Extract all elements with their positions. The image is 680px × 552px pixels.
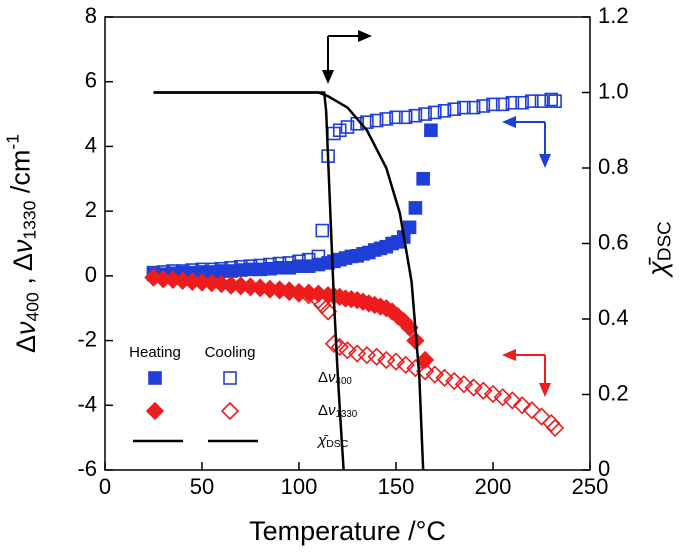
square-marker bbox=[340, 120, 355, 134]
square-marker bbox=[263, 257, 277, 272]
square-marker bbox=[548, 94, 562, 108]
y-tick-label: -4 bbox=[77, 391, 97, 416]
y-tick-label: 2 bbox=[85, 197, 97, 222]
x-tick-label: 50 bbox=[190, 474, 214, 499]
diamond-marker bbox=[512, 396, 532, 415]
x-axis-label: Temperature /°C bbox=[249, 516, 446, 546]
square-marker bbox=[447, 102, 462, 117]
square-marker bbox=[224, 260, 238, 275]
square-marker bbox=[524, 94, 539, 108]
square-marker bbox=[301, 252, 316, 267]
diamond-marker bbox=[386, 352, 406, 371]
square-marker bbox=[243, 259, 258, 273]
y-tick-label: -2 bbox=[77, 326, 97, 351]
x-tick-label: 250 bbox=[572, 474, 609, 499]
square-marker bbox=[457, 100, 471, 115]
square-marker bbox=[534, 94, 549, 108]
diamond-marker bbox=[474, 381, 493, 400]
diamond-marker bbox=[503, 391, 522, 410]
square-marker bbox=[515, 95, 529, 110]
diamond-marker bbox=[396, 355, 415, 374]
square-marker bbox=[408, 108, 423, 123]
square-marker bbox=[486, 97, 500, 112]
square-marker bbox=[148, 371, 162, 385]
square-marker bbox=[424, 123, 438, 138]
square-marker bbox=[369, 113, 384, 128]
square-marker bbox=[402, 220, 417, 235]
diamond-marker bbox=[338, 341, 357, 360]
y2-tick-label: 0.6 bbox=[598, 229, 629, 254]
y-tick-label: 0 bbox=[85, 262, 97, 287]
diamond-marker bbox=[367, 347, 386, 366]
dsc-line bbox=[153, 91, 345, 471]
y-tick-label: 4 bbox=[85, 132, 97, 157]
y2-tick-label: 0 bbox=[598, 456, 610, 481]
square-marker bbox=[332, 123, 347, 138]
annotation-arrows bbox=[322, 30, 551, 397]
square-marker bbox=[416, 171, 430, 186]
y2-tick-label: 1.0 bbox=[598, 78, 629, 103]
square-marker bbox=[476, 99, 491, 113]
square-marker bbox=[315, 223, 330, 238]
square-marker bbox=[505, 95, 520, 110]
square-marker bbox=[272, 256, 287, 271]
diamond-marker bbox=[299, 286, 318, 305]
diamond-marker bbox=[145, 401, 165, 421]
square-marker bbox=[466, 100, 481, 115]
x-tick-label: 150 bbox=[378, 474, 415, 499]
diamond-marker bbox=[425, 365, 444, 384]
square-marker bbox=[379, 112, 394, 126]
square-marker bbox=[389, 110, 403, 125]
legend-label: χ̄DSC​ bbox=[316, 432, 349, 450]
square-marker bbox=[234, 259, 248, 274]
square-marker bbox=[282, 256, 297, 270]
y2-axis-label: χ̄DSC​ bbox=[643, 221, 676, 278]
diamond-marker bbox=[532, 407, 551, 426]
square-marker bbox=[292, 254, 306, 269]
diamond-marker bbox=[415, 350, 435, 370]
square-marker bbox=[311, 249, 326, 264]
legend-label: Δν400​ bbox=[318, 369, 352, 387]
diamond-marker bbox=[220, 401, 240, 421]
square-marker bbox=[437, 104, 452, 118]
y2-tick-label: 1.2 bbox=[598, 3, 629, 28]
square-marker bbox=[408, 201, 423, 215]
square-marker bbox=[214, 261, 229, 276]
square-marker bbox=[398, 110, 413, 125]
y-tick-label: 6 bbox=[85, 68, 97, 93]
y-axis-label: Δν400​ , Δν1330​ /cm-1​ bbox=[2, 134, 42, 353]
x-tick-label: 0 bbox=[99, 474, 111, 499]
legend-header: Heating bbox=[129, 344, 181, 361]
y-tick-label: 8 bbox=[85, 3, 97, 28]
diamond-marker bbox=[445, 371, 464, 391]
square-marker bbox=[544, 92, 559, 107]
diamond-marker bbox=[324, 334, 344, 353]
square-marker bbox=[253, 258, 267, 273]
y2-tick-label: 0.4 bbox=[598, 305, 629, 330]
square-marker bbox=[223, 371, 237, 385]
diamond-marker bbox=[435, 368, 454, 387]
y-tick-label: -6 bbox=[77, 456, 97, 481]
diamond-marker bbox=[464, 378, 483, 397]
y2-tick-label: 0.8 bbox=[598, 154, 629, 179]
diamond-marker bbox=[522, 401, 541, 420]
diamond-marker bbox=[483, 384, 503, 404]
y2-tick-label: 0.2 bbox=[598, 380, 629, 405]
diamond-marker bbox=[406, 358, 425, 378]
legend-header: Cooling bbox=[205, 344, 256, 361]
square-marker bbox=[418, 107, 432, 121]
square-marker bbox=[427, 105, 442, 120]
legend-label: Δν1330​ bbox=[318, 402, 358, 420]
x-tick-label: 100 bbox=[281, 474, 318, 499]
square-marker bbox=[495, 97, 510, 112]
diamond-marker bbox=[454, 375, 474, 394]
diamond-marker bbox=[493, 388, 512, 407]
diamond-marker bbox=[545, 418, 565, 438]
x-tick-label: 200 bbox=[475, 474, 512, 499]
